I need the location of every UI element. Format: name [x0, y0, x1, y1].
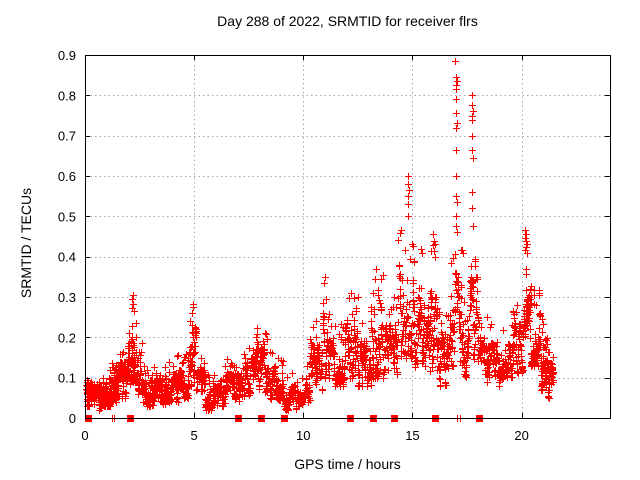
x-tick-label: 5 — [191, 428, 198, 443]
y-tick-label: 0.4 — [58, 250, 76, 265]
y-tick-label: 0.2 — [58, 330, 76, 345]
chart-title: Day 288 of 2022, SRMTID for receiver flr… — [217, 13, 478, 29]
y-tick-label: 0.8 — [58, 88, 76, 103]
y-tick-label: 0.3 — [58, 290, 76, 305]
x-axis-label: GPS time / hours — [294, 456, 401, 472]
scatter-points — [83, 58, 557, 422]
y-tick-label: 0.5 — [58, 209, 76, 224]
axis-ticks — [85, 55, 610, 419]
x-tick-label: 15 — [405, 428, 419, 443]
y-tick-label: 0.9 — [58, 48, 76, 63]
x-tick-label: 10 — [296, 428, 310, 443]
y-tick-label: 0 — [69, 411, 76, 426]
y-tick-label: 0.6 — [58, 169, 76, 184]
y-tick-label: 0.7 — [58, 129, 76, 144]
x-tick-label: 0 — [81, 428, 88, 443]
y-tick-label: 0.1 — [58, 371, 76, 386]
x-tick-label: 20 — [514, 428, 528, 443]
